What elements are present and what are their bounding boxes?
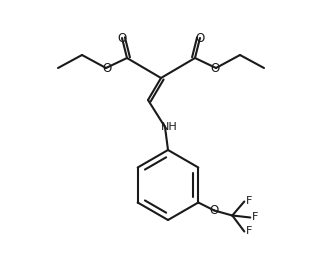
Text: O: O [210,61,220,75]
Text: F: F [246,227,252,237]
Text: O: O [210,204,219,217]
Text: O: O [195,31,204,44]
Text: F: F [252,213,259,222]
Text: NH: NH [161,122,177,132]
Text: O: O [102,61,112,75]
Text: O: O [118,31,127,44]
Text: F: F [246,197,252,206]
